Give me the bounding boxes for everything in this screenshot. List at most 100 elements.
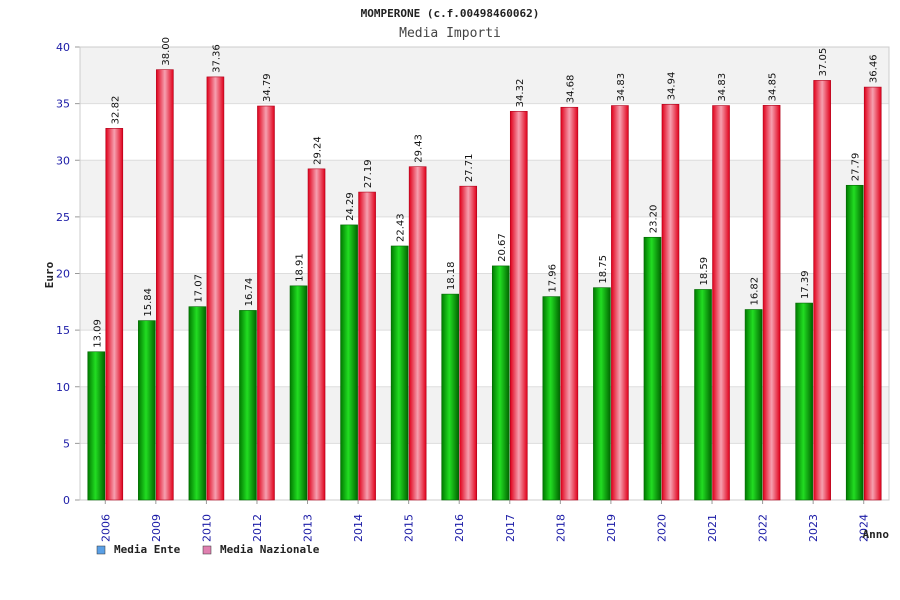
- value-label-media-ente: 18.91: [295, 253, 306, 282]
- value-label-media-nazionale: 34.94: [666, 72, 677, 101]
- value-label-media-nazionale: 34.85: [768, 73, 779, 102]
- legend: Media Ente Media Nazionale: [96, 543, 320, 556]
- y-tick-label: 15: [56, 324, 70, 337]
- bar-media-ente: [491, 265, 510, 501]
- bar-media-nazionale: [105, 128, 124, 501]
- value-label-media-nazionale: 29.43: [414, 134, 425, 163]
- value-label-media-ente: 27.79: [851, 153, 862, 182]
- bar-media-ente: [744, 309, 763, 501]
- value-label-media-nazionale: 27.19: [363, 159, 374, 188]
- value-label-media-ente: 16.74: [244, 278, 255, 307]
- y-tick-label: 30: [56, 154, 70, 167]
- bar-media-ente: [441, 293, 460, 501]
- value-label-media-nazionale: 37.36: [211, 44, 222, 73]
- value-label-media-ente: 18.59: [699, 257, 710, 286]
- value-label-media-nazionale: 29.24: [313, 136, 324, 165]
- bar-media-nazionale: [156, 69, 174, 501]
- plot-area: 0 5 10 15 20 25 30 35 40 2006 13.09 32.82 2009 15.84 3…: [56, 37, 890, 542]
- bar-media-ente: [795, 302, 813, 501]
- legend-label-media-nazionale: Media Nazionale: [220, 543, 320, 556]
- x-tick-label: 2006: [99, 514, 112, 542]
- x-tick-label: 2018: [554, 514, 567, 542]
- bar-media-nazionale: [257, 105, 275, 501]
- bar-media-nazionale: [661, 104, 680, 501]
- bar-media-nazionale: [560, 106, 579, 501]
- value-label-media-ente: 22.43: [396, 213, 407, 242]
- value-label-media-ente: 13.09: [92, 319, 103, 348]
- x-tick-label: 2015: [403, 514, 416, 542]
- value-label-media-ente: 23.20: [648, 205, 659, 234]
- value-label-media-ente: 17.07: [193, 274, 204, 303]
- bar-media-nazionale: [307, 168, 326, 501]
- bar-media-ente: [188, 306, 207, 501]
- x-tick-label: 2010: [200, 514, 213, 542]
- x-tick-label: 2013: [302, 514, 315, 542]
- bar-media-ente: [542, 296, 561, 501]
- chart-subtitle: Media Importi: [399, 26, 501, 41]
- bar-media-nazionale: [358, 191, 376, 501]
- bar-media-nazionale: [762, 105, 781, 501]
- bar-media-ente: [239, 310, 257, 501]
- y-tick-label: 5: [63, 437, 70, 450]
- legend-swatch-media-ente: [96, 545, 106, 555]
- legend-label-media-ente: Media Ente: [114, 543, 181, 556]
- value-label-media-nazionale: 34.83: [717, 73, 728, 102]
- value-label-media-nazionale: 37.05: [818, 48, 829, 77]
- value-label-media-nazionale: 36.46: [869, 54, 880, 83]
- value-label-media-nazionale: 34.68: [565, 75, 576, 104]
- bar-media-nazionale: [611, 105, 629, 501]
- bar-media-ente: [643, 236, 662, 501]
- x-tick-label: 2023: [807, 514, 820, 542]
- value-label-media-ente: 15.84: [143, 288, 154, 317]
- y-axis-label: Euro: [43, 261, 56, 288]
- chart-title: MOMPERONE (c.f.00498460062): [361, 7, 540, 20]
- bar-media-ente: [138, 320, 156, 501]
- value-label-media-ente: 18.75: [598, 255, 609, 284]
- x-tick-label: 2014: [352, 514, 365, 542]
- x-tick-label: 2019: [605, 514, 618, 542]
- value-label-media-ente: 16.82: [750, 277, 761, 306]
- y-tick-label: 35: [56, 98, 70, 111]
- bar-media-nazionale: [863, 86, 882, 501]
- bar-media-ente: [593, 287, 611, 501]
- x-tick-label: 2022: [757, 514, 770, 542]
- value-label-media-nazionale: 34.79: [262, 73, 273, 102]
- value-label-media-nazionale: 34.83: [616, 73, 627, 102]
- y-tick-label: 40: [56, 41, 70, 54]
- value-label-media-ente: 17.39: [800, 270, 811, 299]
- value-label-media-nazionale: 32.82: [110, 96, 121, 125]
- y-tick-label: 10: [56, 381, 70, 394]
- bar-media-nazionale: [712, 105, 730, 501]
- x-tick-label: 2012: [251, 514, 264, 542]
- y-tick-label: 25: [56, 211, 70, 224]
- bar-media-ente: [340, 224, 358, 501]
- x-tick-label: 2020: [655, 514, 668, 542]
- bar-media-nazionale: [509, 111, 528, 501]
- x-tick-label: 2009: [150, 514, 163, 542]
- bar-media-nazionale: [813, 80, 831, 501]
- x-tick-label: 2016: [453, 514, 466, 542]
- bar-media-nazionale: [206, 76, 225, 501]
- bar-media-nazionale: [459, 185, 478, 501]
- bar-media-ente: [87, 351, 106, 501]
- value-label-media-nazionale: 27.71: [464, 154, 475, 183]
- x-tick-label: 2017: [504, 514, 517, 542]
- bar-media-ente: [694, 289, 712, 501]
- bar-media-ente: [289, 285, 308, 501]
- bar-media-ente: [390, 245, 409, 501]
- legend-swatch-media-nazionale: [202, 545, 212, 555]
- value-label-media-ente: 20.67: [497, 233, 508, 262]
- plot-border: [79, 46, 890, 501]
- x-axis-label: Anno: [863, 528, 890, 541]
- value-label-media-ente: 18.18: [446, 261, 457, 290]
- value-label-media-nazionale: 34.32: [515, 79, 526, 108]
- y-tick-label: 20: [56, 268, 70, 281]
- bar-media-nazionale: [408, 166, 427, 501]
- bar-media-ente: [845, 184, 864, 501]
- x-tick-label: 2024: [858, 514, 871, 542]
- value-label-media-ente: 24.29: [345, 192, 356, 221]
- y-tick-label: 0: [63, 494, 70, 507]
- value-label-media-ente: 17.96: [547, 264, 558, 293]
- value-label-media-nazionale: 38.00: [161, 37, 172, 66]
